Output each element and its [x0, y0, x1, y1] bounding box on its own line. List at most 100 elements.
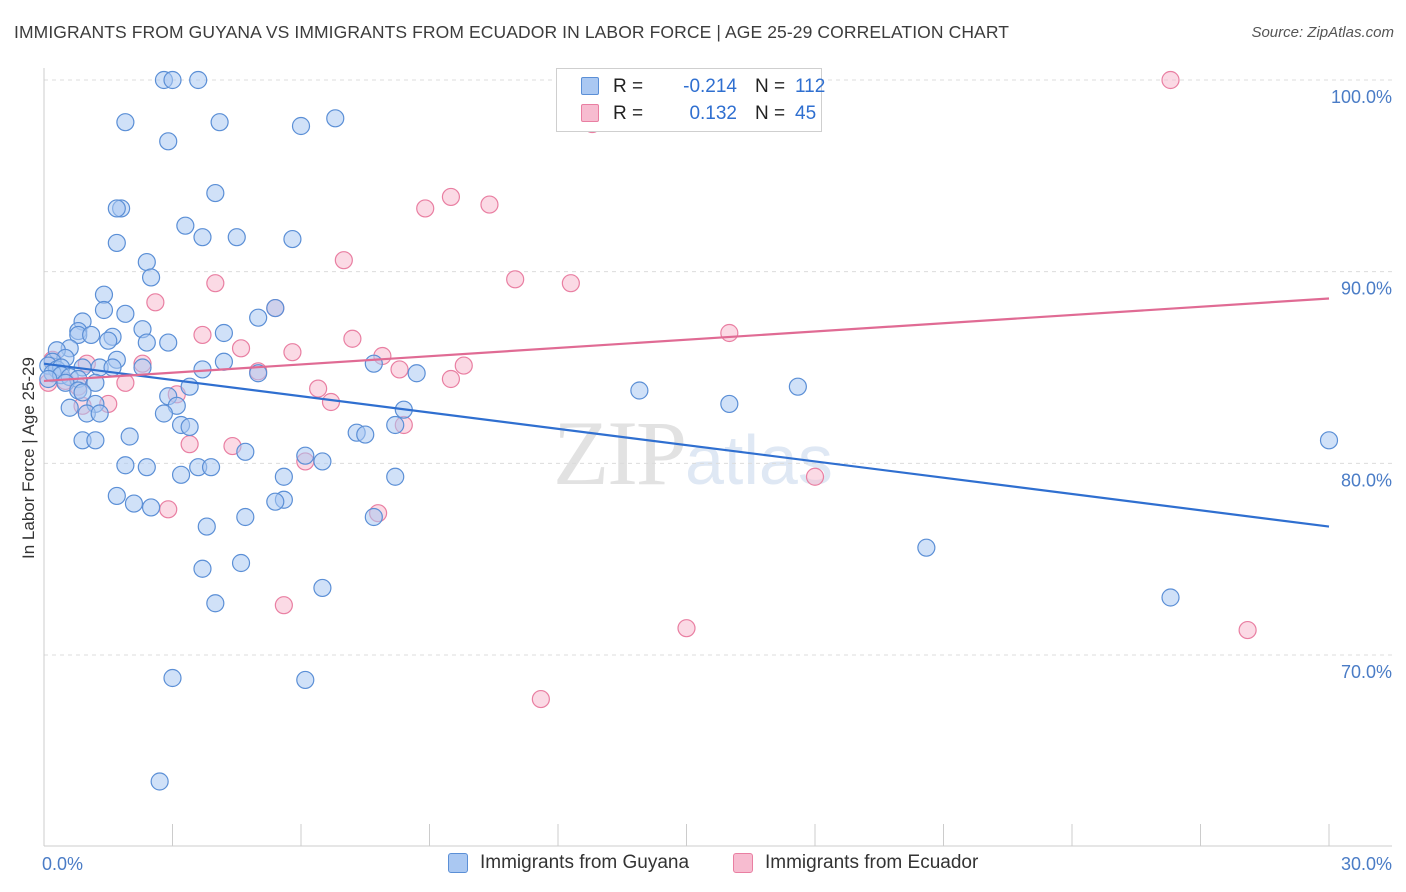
y-tick-label: 80.0% — [1341, 470, 1392, 490]
point-guyana — [116, 456, 135, 475]
point-guyana — [99, 331, 118, 350]
point-guyana — [1161, 588, 1180, 607]
point-ecuador — [231, 339, 251, 358]
y-tick-label: 70.0% — [1341, 662, 1392, 682]
bottom-legend-swatch-ecuador — [733, 853, 753, 873]
point-guyana — [283, 229, 302, 249]
legend-r-label: R = — [613, 103, 644, 124]
point-guyana — [154, 404, 174, 423]
point-ecuador — [441, 187, 461, 207]
point-guyana — [180, 417, 199, 437]
x-axis-ticks — [172, 824, 1330, 846]
point-guyana — [137, 333, 156, 352]
point-guyana — [364, 507, 383, 527]
point-guyana — [197, 517, 216, 536]
legend-n-value: 112 — [795, 76, 826, 97]
point-guyana — [193, 228, 212, 247]
point-guyana — [86, 431, 105, 450]
point-guyana — [917, 538, 936, 557]
point-guyana — [107, 486, 126, 506]
point-guyana — [386, 415, 405, 435]
point-guyana — [249, 308, 268, 327]
trend-line-ecuador — [43, 297, 1330, 383]
point-guyana — [788, 377, 807, 396]
legend-n-label: N = — [755, 103, 786, 124]
point-ecuador — [146, 293, 165, 312]
point-guyana — [94, 285, 114, 304]
point-guyana — [266, 298, 285, 318]
series-guyana-points — [39, 70, 1339, 791]
point-guyana — [176, 216, 195, 235]
point-guyana — [231, 553, 251, 573]
point-ecuador — [274, 596, 293, 615]
point-ecuador — [805, 467, 825, 486]
trend-lines — [43, 297, 1330, 528]
point-guyana — [141, 268, 161, 287]
legend-swatch-ecuador — [581, 104, 599, 122]
point-guyana — [137, 252, 156, 272]
point-guyana — [94, 300, 114, 320]
point-guyana — [107, 233, 126, 253]
legend-n-value: 45 — [795, 103, 817, 124]
point-guyana — [206, 594, 225, 613]
point-ecuador — [506, 270, 525, 289]
bottom-legend-label: Immigrants from Ecuador — [765, 852, 979, 873]
point-guyana — [150, 772, 169, 791]
point-guyana — [159, 132, 178, 151]
point-guyana — [630, 381, 649, 400]
legend-swatch-guyana — [581, 77, 599, 95]
x-tick-label: 0.0% — [42, 854, 83, 874]
point-guyana — [163, 668, 182, 688]
point-ecuador — [677, 619, 696, 638]
point-ecuador — [159, 500, 178, 519]
point-ecuador — [531, 689, 550, 709]
legend-r-value: 0.132 — [689, 103, 737, 124]
point-ecuador — [1161, 70, 1180, 90]
point-ecuador — [343, 329, 362, 348]
point-guyana — [236, 442, 255, 461]
point-guyana — [159, 333, 178, 352]
point-ecuador — [334, 251, 353, 270]
point-guyana — [386, 467, 405, 486]
point-guyana — [356, 425, 375, 444]
bottom-legend-swatch-guyana — [448, 853, 468, 873]
axes — [43, 68, 1392, 847]
point-ecuador — [390, 360, 409, 379]
bottom-legend-label: Immigrants from Guyana — [480, 852, 690, 873]
point-guyana — [236, 507, 255, 527]
point-ecuador — [416, 199, 435, 218]
point-guyana — [210, 113, 229, 132]
point-guyana — [206, 183, 225, 203]
point-guyana — [141, 498, 161, 517]
point-guyana — [214, 352, 233, 371]
point-guyana — [116, 113, 135, 132]
point-guyana — [90, 404, 109, 423]
point-guyana — [227, 228, 246, 247]
point-ecuador — [180, 435, 199, 454]
y-tick-label: 100.0% — [1331, 87, 1392, 107]
point-guyana — [163, 70, 182, 90]
y-axis-tick-labels: 70.0% 80.0% 90.0% 100.0% — [1331, 87, 1392, 682]
correlation-legend: R = -0.214 N = 112 R = 0.132 N = 45 — [556, 68, 826, 132]
point-guyana — [313, 578, 332, 598]
point-ecuador — [206, 274, 225, 293]
point-guyana — [720, 394, 739, 414]
point-guyana — [249, 364, 268, 383]
x-axis-tick-labels: 0.0% 30.0% — [42, 854, 1392, 874]
point-guyana — [120, 427, 139, 446]
point-guyana — [73, 383, 92, 402]
point-guyana — [291, 116, 311, 136]
point-guyana — [266, 492, 285, 511]
legend-r-label: R = — [613, 76, 644, 97]
point-guyana — [193, 559, 212, 578]
point-ecuador — [454, 356, 473, 375]
point-guyana — [107, 199, 126, 218]
trend-line-guyana — [43, 362, 1330, 528]
point-ecuador — [720, 323, 739, 343]
point-guyana — [60, 398, 79, 417]
point-guyana — [201, 458, 221, 477]
point-ecuador — [309, 379, 328, 398]
point-guyana — [313, 452, 332, 471]
x-tick-label: 30.0% — [1341, 854, 1392, 874]
